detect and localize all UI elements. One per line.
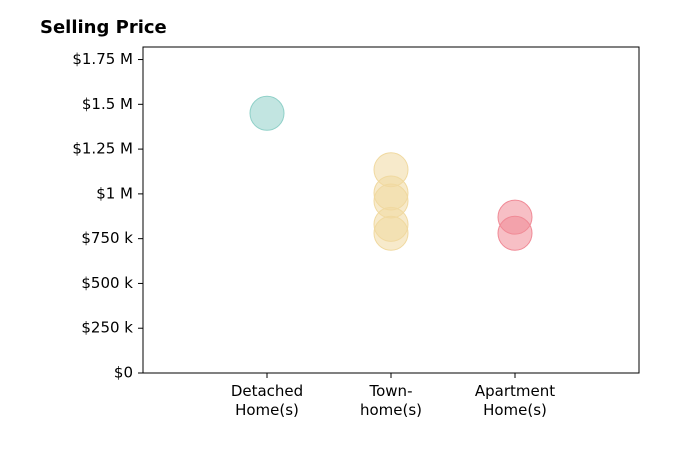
chart-title: Selling Price [40, 17, 167, 38]
point [373, 215, 409, 251]
y-tick-label: $1.75 M [72, 50, 133, 68]
x-tick-label: Apartment Home(s) [474, 382, 556, 419]
y-tick-label: $0 [114, 364, 133, 382]
y-tick-label: $1.25 M [72, 140, 133, 158]
y-tick-label: $1.5 M [82, 95, 133, 113]
y-tick-label: $250 k [81, 319, 133, 337]
y-tick-label: $750 k [81, 229, 133, 247]
y-tick-label: $1 M [96, 184, 133, 202]
point [497, 215, 533, 251]
x-tick-label: Detached Home(s) [230, 382, 304, 419]
x-tick-label: Town- home(s) [359, 382, 423, 419]
y-tick-label: $500 k [81, 274, 133, 292]
point [249, 95, 285, 131]
